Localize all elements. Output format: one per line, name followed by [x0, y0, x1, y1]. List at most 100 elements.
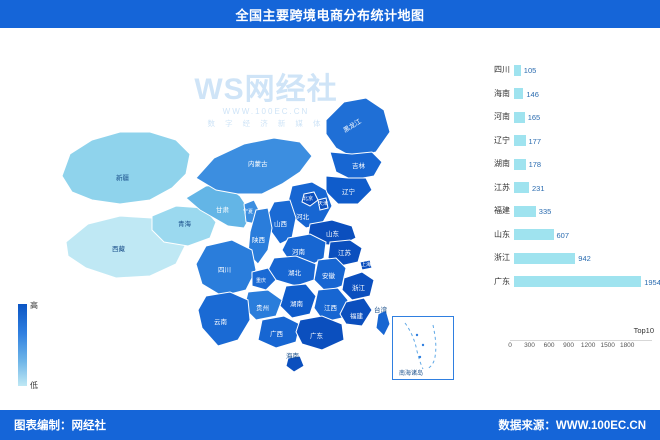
- map-label-yunnan: 云南: [214, 319, 227, 326]
- bar-value-label: 607: [556, 230, 570, 240]
- map-label-chongqing: 重庆: [256, 278, 267, 284]
- legend-gradient-bar: [18, 304, 27, 386]
- map-label-henan: 河南: [292, 249, 305, 256]
- china-choropleth-map: [61, 97, 391, 373]
- bar-value-label: 231: [532, 183, 545, 193]
- map-label-tibet: 西藏: [112, 246, 125, 253]
- bar-track: 146: [514, 82, 652, 106]
- bar-fill: [514, 205, 536, 217]
- bar-row: 四川 105: [476, 58, 652, 82]
- region-guangdong: [295, 315, 345, 351]
- bar-category-label: 海南: [494, 88, 510, 98]
- footer-source: 数据来源：WWW.100EC.CN: [498, 420, 646, 432]
- region-tianjin: [317, 197, 329, 211]
- x-tick-label: 900: [563, 342, 575, 349]
- map-label-hebei: 河北: [296, 214, 309, 221]
- bar-track: 942: [514, 246, 652, 270]
- footer-bar: 图表编制：网经社 数据来源：WWW.100EC.CN: [0, 410, 660, 440]
- bar-fill: [514, 158, 526, 170]
- map-label-sichuan: 四川: [218, 267, 231, 274]
- region-hainan: [285, 355, 305, 373]
- region-inner-mongolia: [195, 137, 313, 195]
- map-label-hubei: 湖北: [288, 270, 301, 277]
- x-tick-label: 0: [508, 342, 512, 349]
- bar-category-label: 江苏: [494, 182, 510, 192]
- bar-track: 607: [514, 223, 652, 247]
- map-label-jiangxi: 江西: [324, 305, 337, 312]
- bar-fill: [514, 229, 554, 240]
- map-label-hunan: 湖南: [290, 301, 303, 308]
- bar-value-label: 942: [578, 254, 591, 263]
- bar-track: 165: [514, 105, 652, 129]
- map-label-shanghai: 上海: [361, 262, 372, 268]
- region-heilongjiang: [325, 97, 391, 159]
- map-label-shaanxi: 陕西: [252, 237, 265, 244]
- region-sichuan: [195, 239, 257, 297]
- map-label-guangdong: 广东: [310, 333, 323, 340]
- bar-fill: [514, 276, 642, 287]
- x-axis-line: [510, 340, 652, 341]
- bar-category-label: 广东: [494, 276, 510, 286]
- bar-track: 178: [514, 152, 652, 176]
- region-beijing: [301, 191, 319, 207]
- bar-value-label: 335: [538, 207, 552, 216]
- x-tick-label: 600: [543, 342, 555, 349]
- bar-value-label: 105: [523, 66, 537, 75]
- bar-row: 浙江 942: [476, 246, 652, 270]
- bar-category-label: 河南: [494, 112, 510, 122]
- map-label-ningxia: 宁夏: [243, 209, 254, 215]
- legend-label-high: 高: [30, 301, 38, 310]
- region-jilin: [329, 151, 383, 181]
- bar-value-label: 146: [526, 89, 539, 99]
- bar-category-label: 辽宁: [494, 135, 510, 145]
- region-yunnan: [197, 291, 251, 347]
- watermark-tagline: 数 字 经 济 新 媒 体: [207, 119, 325, 128]
- bar-row: 福建 335: [476, 199, 652, 223]
- region-shaanxi: [247, 207, 273, 265]
- map-label-qinghai: 青海: [178, 221, 191, 228]
- bar-row: 山东 607: [476, 223, 652, 247]
- map-label-jilin: 吉林: [352, 163, 365, 170]
- bar-track: 105: [514, 58, 652, 82]
- map-area: WS网经社 WWW.100EC.CN 数 字 经 济 新 媒 体 新疆 西藏 青…: [0, 28, 660, 410]
- map-label-fujian: 福建: [350, 313, 363, 320]
- x-tick-label: 1200: [580, 342, 596, 349]
- watermark-url: WWW.100EC.CN: [222, 107, 310, 116]
- bar-track: 1954: [514, 270, 660, 294]
- map-label-anhui: 安徽: [322, 273, 335, 280]
- x-axis: Top10 0 300 600 900 1200 1500 1800: [508, 326, 654, 356]
- map-label-taiwan: 台湾: [374, 307, 387, 314]
- page-title: 全国主要跨境电商分布统计地图: [235, 7, 425, 23]
- inset-islands: [404, 322, 437, 370]
- watermark-main: WS网经社: [194, 73, 338, 106]
- x-tick-label: 1500: [600, 342, 615, 349]
- map-label-tianjin: 天津: [318, 201, 329, 207]
- bar-category-label: 山东: [494, 229, 510, 239]
- bar-category-label: 福建: [494, 206, 510, 216]
- inset-label: 南海诸岛: [399, 371, 424, 377]
- region-zhejiang: [341, 271, 375, 301]
- map-label-shandong: 山东: [326, 231, 339, 238]
- bar-fill: [514, 135, 526, 146]
- map-label-inner-mongolia: 内蒙古: [248, 161, 268, 168]
- map-label-shanxi: 山西: [274, 221, 287, 228]
- map-color-legend: 高 低: [10, 290, 50, 400]
- bar-row: 辽宁 177: [476, 129, 652, 153]
- region-chongqing: [251, 267, 277, 291]
- top10-bar-chart: 四川 105 海南 146 河南 165 辽宁 177: [476, 58, 660, 358]
- map-label-zhejiang: 浙江: [352, 285, 365, 292]
- map-label-hainan: 海南: [286, 353, 299, 360]
- map-label-guizhou: 贵州: [256, 305, 269, 312]
- legend-label-low: 低: [30, 381, 38, 390]
- bar-fill: [514, 252, 576, 264]
- bar-fill: [514, 182, 529, 193]
- bar-row: 广东 1954: [476, 270, 660, 294]
- footer-credit: 图表编制：网经社: [14, 420, 106, 432]
- bar-value-label: 165: [527, 113, 541, 122]
- bar-category-label: 浙江: [494, 253, 510, 263]
- map-label-xinjiang: 新疆: [116, 175, 129, 182]
- bar-category-label: 四川: [494, 65, 510, 75]
- map-label-beijing: 北京: [303, 196, 314, 202]
- x-tick-label: 1800: [619, 342, 635, 349]
- region-taiwan: [375, 309, 391, 337]
